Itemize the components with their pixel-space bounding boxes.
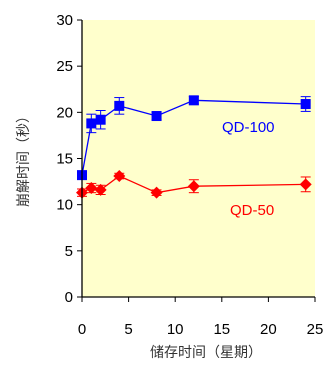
x-tick-label: 25	[307, 321, 323, 338]
series-label-qd-100: QD-100	[222, 119, 275, 136]
x-tick-label: 15	[213, 321, 230, 338]
data-point	[188, 95, 199, 106]
y-tick-label: 5	[65, 243, 73, 260]
y-axis-title: 崩解时间（秒）	[16, 109, 32, 207]
data-point	[85, 182, 98, 195]
data-point	[94, 183, 107, 196]
y-tick-label: 20	[56, 104, 73, 121]
data-point	[150, 186, 163, 199]
data-point	[86, 118, 97, 129]
y-tick-label: 30	[56, 12, 73, 29]
x-tick-label: 10	[167, 321, 184, 338]
series-label-qd-50: QD-50	[230, 202, 274, 219]
series-qd-50	[76, 170, 312, 199]
x-axis-title: 储存时间（星期）	[150, 345, 262, 361]
data-point	[151, 111, 162, 122]
data-point	[113, 170, 126, 183]
data-point	[114, 100, 125, 111]
data-point	[300, 99, 311, 110]
data-point	[187, 180, 200, 193]
y-tick-label: 25	[56, 58, 73, 75]
x-tick-label: 5	[124, 321, 132, 338]
y-tick-label: 10	[56, 197, 73, 214]
x-tick-label: 20	[260, 321, 277, 338]
data-point	[95, 114, 106, 125]
x-tick-label: 0	[78, 321, 86, 338]
data-point	[299, 178, 312, 191]
y-tick-label: 15	[56, 151, 73, 168]
y-tick-label: 0	[65, 289, 73, 306]
plot-area	[82, 20, 315, 297]
